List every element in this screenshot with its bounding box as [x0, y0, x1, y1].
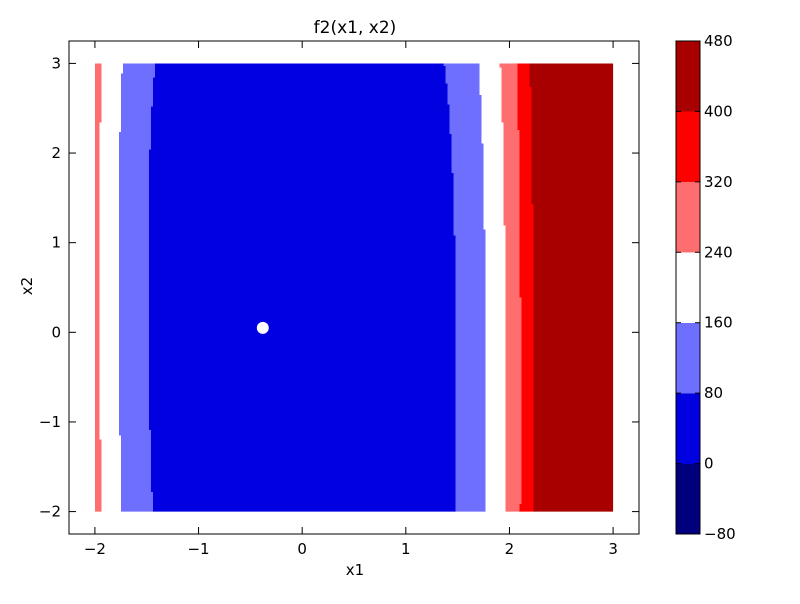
x-axis: −2 −1 0 1 2 3	[84, 41, 618, 558]
x-tick-label: 2	[505, 540, 515, 558]
y-axis-label: x2	[18, 277, 36, 295]
colorbar-label: 160	[704, 314, 733, 332]
colorbar-label: 0	[704, 455, 714, 473]
colorbar-label: 480	[704, 32, 733, 50]
contour-band-6	[529, 63, 614, 512]
x-tick-label: −1	[187, 540, 209, 558]
colorbar-segment	[676, 322, 700, 394]
chart-title: f2(x1, x2)	[314, 18, 397, 38]
y-tick-label: 1	[51, 234, 61, 252]
y-tick-label: −2	[39, 503, 61, 521]
x-axis-label: x1	[346, 561, 364, 579]
contour-band-1	[148, 63, 457, 512]
colorbar-frame	[675, 40, 701, 535]
y-tick-label: 0	[51, 323, 61, 341]
colorbar-segment	[676, 252, 700, 324]
y-tick-label: −1	[39, 413, 61, 431]
x-tick-label: 0	[297, 540, 307, 558]
colorbar-label: 80	[704, 384, 723, 402]
x-tick-label: 1	[401, 540, 411, 558]
colorbar-segment	[676, 463, 700, 535]
colorbar-segment	[676, 41, 700, 112]
plot-frame	[68, 40, 640, 535]
colorbar: −80 0 80 160 240 320 400 480	[675, 32, 736, 543]
colorbar-label: 320	[704, 173, 733, 191]
minimum-marker	[256, 321, 269, 334]
x-tick-label: −2	[84, 540, 106, 558]
colorbar-segment	[676, 111, 700, 183]
contour-band-5	[517, 63, 534, 512]
colorbar-label: −80	[704, 525, 736, 543]
y-tick-label: 3	[51, 54, 61, 72]
y-axis: −2 −1 0 1 2 3	[39, 54, 639, 521]
colorbar-label: 400	[704, 102, 733, 120]
x-tick-label: 3	[608, 540, 618, 558]
colorbar-label: 240	[704, 243, 733, 261]
contour-fill-layer	[94, 63, 614, 512]
colorbar-segment	[676, 181, 700, 253]
colorbar-segment	[676, 393, 700, 464]
y-tick-label: 2	[51, 144, 61, 162]
